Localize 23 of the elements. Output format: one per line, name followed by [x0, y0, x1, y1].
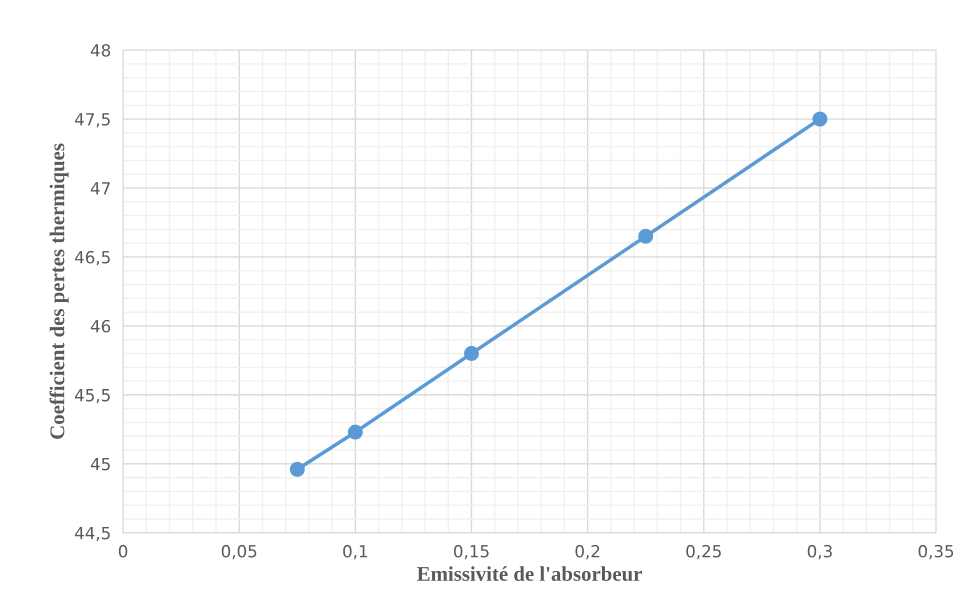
y-tick-label: 47 — [90, 182, 110, 194]
x-tick-label: 0 — [118, 544, 128, 558]
x-axis-title: Emissivité de l'absorbeur — [417, 566, 642, 581]
x-tick-label: 0,3 — [808, 544, 832, 560]
y-tick-label: 47,5 — [74, 113, 110, 128]
x-tick-label: 0,15 — [454, 544, 489, 560]
y-axis-title: Coefficient des pertes thermiques — [49, 144, 69, 439]
x-tick-label: 0,35 — [918, 544, 954, 560]
point — [464, 346, 479, 361]
y-tick-label: 48 — [90, 44, 110, 57]
x-tick-label: 0,1 — [343, 544, 368, 560]
x-tick-label: 0,2 — [575, 544, 600, 560]
y-tick-label: 45,5 — [74, 389, 110, 404]
point — [812, 112, 828, 127]
point — [290, 462, 305, 477]
point — [348, 424, 363, 440]
y-tick-label: 44,5 — [74, 526, 110, 542]
x-tick-label: 0,05 — [222, 544, 256, 560]
y-tick-label: 46,5 — [74, 250, 110, 266]
x-tick-label: 0,25 — [686, 544, 721, 560]
y-tick-label: 46 — [90, 320, 110, 332]
y-tick-label: 45 — [90, 458, 110, 470]
point — [638, 228, 654, 244]
